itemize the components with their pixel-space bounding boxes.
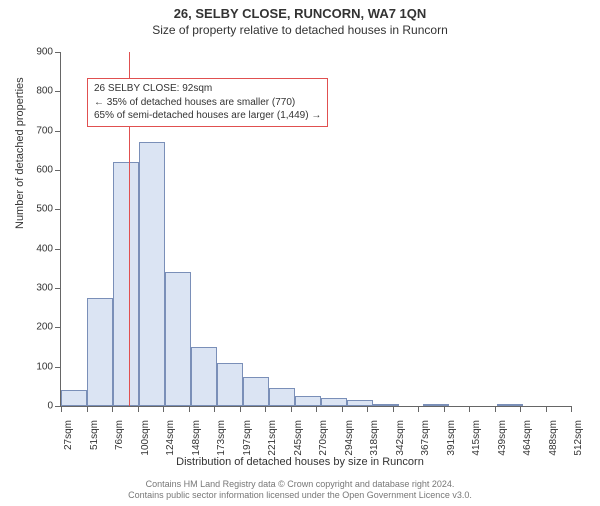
x-tick-label: 270sqm bbox=[318, 420, 329, 456]
y-tick-label: 100 bbox=[36, 361, 61, 372]
histogram-bar bbox=[217, 363, 243, 406]
y-tick-label: 200 bbox=[36, 322, 61, 333]
y-tick-label: 700 bbox=[36, 125, 61, 136]
y-tick-label: 300 bbox=[36, 283, 61, 294]
footer-attribution: Contains HM Land Registry data © Crown c… bbox=[0, 479, 600, 502]
x-tick bbox=[342, 406, 343, 412]
x-tick bbox=[240, 406, 241, 412]
x-tick bbox=[291, 406, 292, 412]
y-tick-label: 500 bbox=[36, 204, 61, 215]
x-ticks-group: 27sqm51sqm76sqm100sqm124sqm148sqm173sqm1… bbox=[61, 406, 571, 412]
x-tick-label: 342sqm bbox=[395, 420, 406, 456]
x-tick-label: 512sqm bbox=[573, 420, 584, 456]
x-tick-label: 221sqm bbox=[267, 420, 278, 456]
chart-plot-area: 0100200300400500600700800900 26 SELBY CL… bbox=[60, 52, 571, 407]
histogram-bar bbox=[295, 396, 321, 406]
x-tick bbox=[520, 406, 521, 412]
x-tick bbox=[189, 406, 190, 412]
y-tick-label: 800 bbox=[36, 86, 61, 97]
y-tick-label: 400 bbox=[36, 243, 61, 254]
page-title: 26, SELBY CLOSE, RUNCORN, WA7 1QN bbox=[0, 6, 600, 21]
y-axis-title: Number of detached properties bbox=[14, 77, 26, 229]
y-tick-label: 900 bbox=[36, 47, 61, 58]
histogram-bar bbox=[139, 142, 165, 406]
histogram-bar bbox=[243, 377, 269, 407]
x-tick-label: 76sqm bbox=[114, 420, 125, 450]
x-tick-label: 124sqm bbox=[165, 420, 176, 456]
x-tick bbox=[61, 406, 62, 412]
x-tick-label: 173sqm bbox=[216, 420, 227, 456]
annotation-line: 65% of semi-detached houses are larger (… bbox=[94, 109, 321, 123]
x-tick-label: 100sqm bbox=[140, 420, 151, 456]
x-tick bbox=[495, 406, 496, 412]
x-tick-label: 318sqm bbox=[369, 420, 380, 456]
x-tick bbox=[214, 406, 215, 412]
x-tick bbox=[265, 406, 266, 412]
x-tick bbox=[138, 406, 139, 412]
y-tick-label: 0 bbox=[47, 401, 61, 412]
x-tick bbox=[367, 406, 368, 412]
histogram-bar bbox=[191, 347, 217, 406]
x-tick-label: 439sqm bbox=[497, 420, 508, 456]
footer-line: Contains public sector information licen… bbox=[0, 490, 600, 502]
x-axis-title: Distribution of detached houses by size … bbox=[0, 456, 600, 468]
annotation-line: ← 35% of detached houses are smaller (77… bbox=[94, 96, 321, 110]
x-tick-label: 415sqm bbox=[471, 420, 482, 456]
x-tick bbox=[393, 406, 394, 412]
y-tick-label: 600 bbox=[36, 165, 61, 176]
histogram-bar bbox=[87, 298, 113, 406]
x-tick-label: 367sqm bbox=[420, 420, 431, 456]
chart-subtitle: Size of property relative to detached ho… bbox=[0, 23, 600, 37]
x-tick bbox=[546, 406, 547, 412]
x-tick bbox=[418, 406, 419, 412]
x-tick-label: 197sqm bbox=[242, 420, 253, 456]
annotation-box: 26 SELBY CLOSE: 92sqm ← 35% of detached … bbox=[87, 78, 328, 127]
x-tick bbox=[571, 406, 572, 412]
x-tick-label: 51sqm bbox=[89, 420, 100, 450]
histogram-bar bbox=[165, 272, 191, 406]
footer-line: Contains HM Land Registry data © Crown c… bbox=[0, 479, 600, 491]
x-tick-label: 245sqm bbox=[293, 420, 304, 456]
x-tick bbox=[163, 406, 164, 412]
x-tick-label: 27sqm bbox=[63, 420, 74, 450]
x-tick-label: 148sqm bbox=[191, 420, 202, 456]
histogram-bar bbox=[321, 398, 347, 406]
x-tick bbox=[112, 406, 113, 412]
x-tick bbox=[469, 406, 470, 412]
x-tick bbox=[87, 406, 88, 412]
histogram-bar bbox=[269, 388, 295, 406]
histogram-bar bbox=[113, 162, 139, 406]
x-tick-label: 464sqm bbox=[522, 420, 533, 456]
x-tick-label: 488sqm bbox=[548, 420, 559, 456]
x-tick-label: 294sqm bbox=[344, 420, 355, 456]
chart-container: 26, SELBY CLOSE, RUNCORN, WA7 1QN Size o… bbox=[0, 6, 600, 506]
annotation-line: 26 SELBY CLOSE: 92sqm bbox=[94, 82, 321, 96]
x-tick bbox=[444, 406, 445, 412]
x-tick-label: 391sqm bbox=[446, 420, 457, 456]
x-tick bbox=[316, 406, 317, 412]
histogram-bar bbox=[61, 390, 87, 406]
